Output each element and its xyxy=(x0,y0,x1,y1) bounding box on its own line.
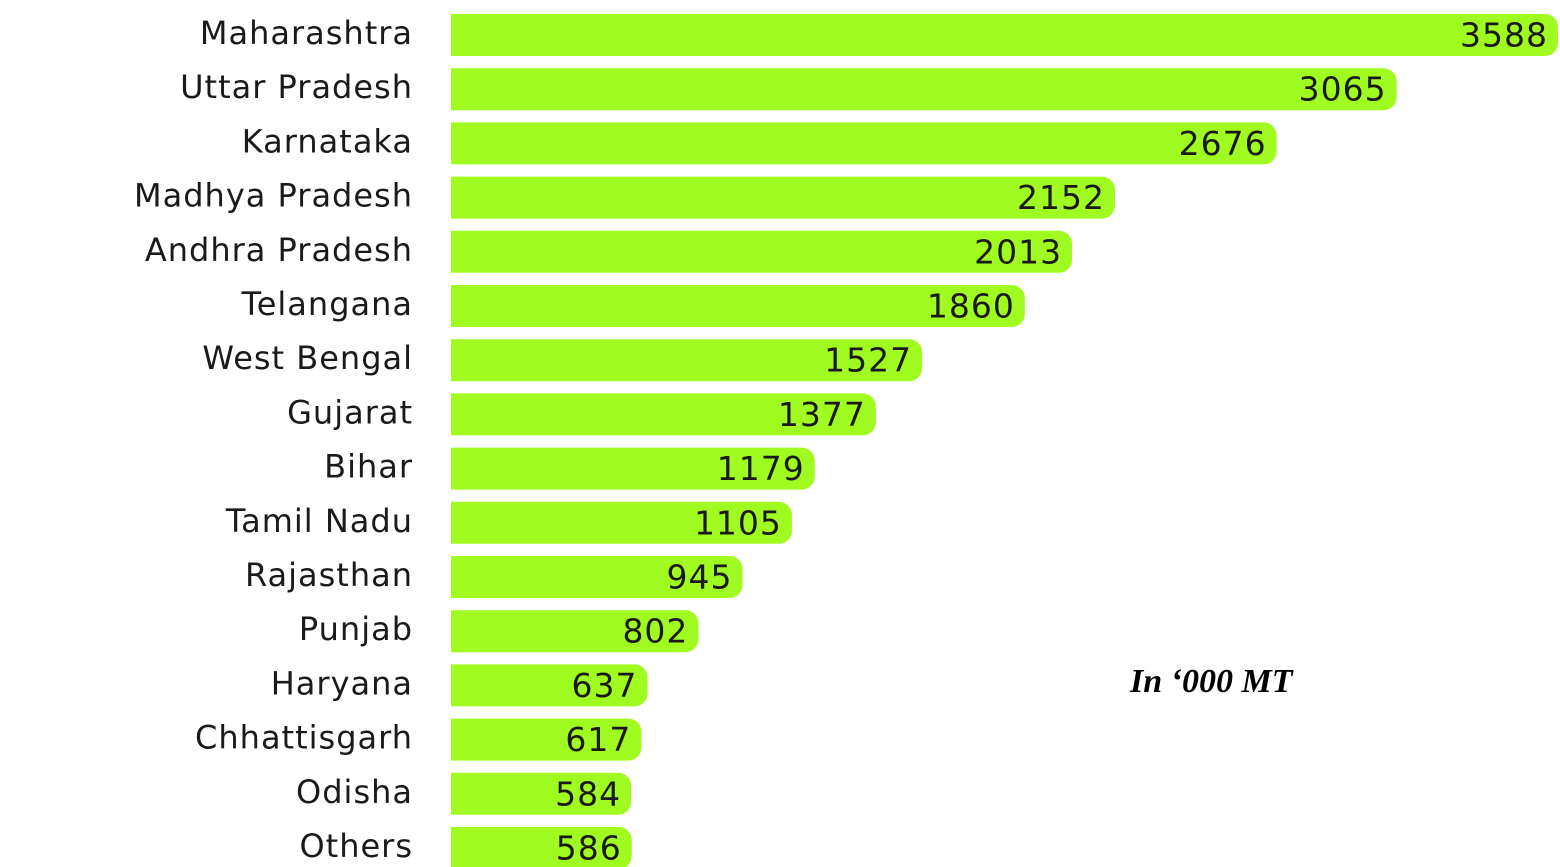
value-label: 1105 xyxy=(694,503,782,542)
category-label: Chhattisgarh xyxy=(195,719,413,757)
value-label: 586 xyxy=(556,829,622,867)
bar xyxy=(451,447,815,490)
bar xyxy=(451,339,923,382)
category-label: Gujarat xyxy=(287,393,413,431)
category-label: Andhra Pradesh xyxy=(145,231,413,269)
annotation: In ‘000 MT xyxy=(1129,663,1294,700)
value-label: 637 xyxy=(572,666,638,705)
bar xyxy=(451,718,642,761)
category-label: Telangana xyxy=(241,285,413,323)
category-label: Maharashtra xyxy=(200,14,413,52)
bar xyxy=(451,501,792,544)
bar xyxy=(451,772,632,815)
bar xyxy=(451,230,1073,273)
value-label: 2676 xyxy=(1179,124,1267,163)
category-label: Madhya Pradesh xyxy=(134,177,413,215)
category-label: Odisha xyxy=(296,773,413,811)
bar xyxy=(451,827,632,867)
value-label: 945 xyxy=(667,558,733,597)
value-label: 584 xyxy=(555,774,621,813)
value-label: 1860 xyxy=(927,287,1015,326)
category-label: Haryana xyxy=(271,664,413,702)
bar xyxy=(451,393,876,436)
value-label: 2152 xyxy=(1017,178,1105,217)
value-label: 3065 xyxy=(1299,70,1387,109)
value-label: 617 xyxy=(565,720,631,759)
category-label: Bihar xyxy=(324,448,413,486)
bar xyxy=(451,122,1277,165)
category-label: Punjab xyxy=(299,610,413,648)
bar xyxy=(451,610,699,653)
category-label: Karnataka xyxy=(242,122,413,160)
category-label: Tamil Nadu xyxy=(225,502,413,540)
value-label: 3588 xyxy=(1460,16,1548,55)
bar xyxy=(451,68,1397,111)
value-label: 1377 xyxy=(778,395,866,434)
value-label: 1527 xyxy=(824,341,912,380)
bar xyxy=(451,285,1025,327)
value-label: 802 xyxy=(622,612,688,651)
bar xyxy=(451,14,1558,56)
bar xyxy=(451,556,743,598)
bar xyxy=(451,176,1115,219)
value-label: 2013 xyxy=(974,232,1062,271)
value-label: 1179 xyxy=(717,449,805,488)
category-label: West Bengal xyxy=(202,339,413,377)
category-label: Rajasthan xyxy=(245,556,413,594)
bar xyxy=(451,664,648,707)
category-label: Uttar Pradesh xyxy=(180,68,413,106)
category-label: Others xyxy=(299,827,413,865)
